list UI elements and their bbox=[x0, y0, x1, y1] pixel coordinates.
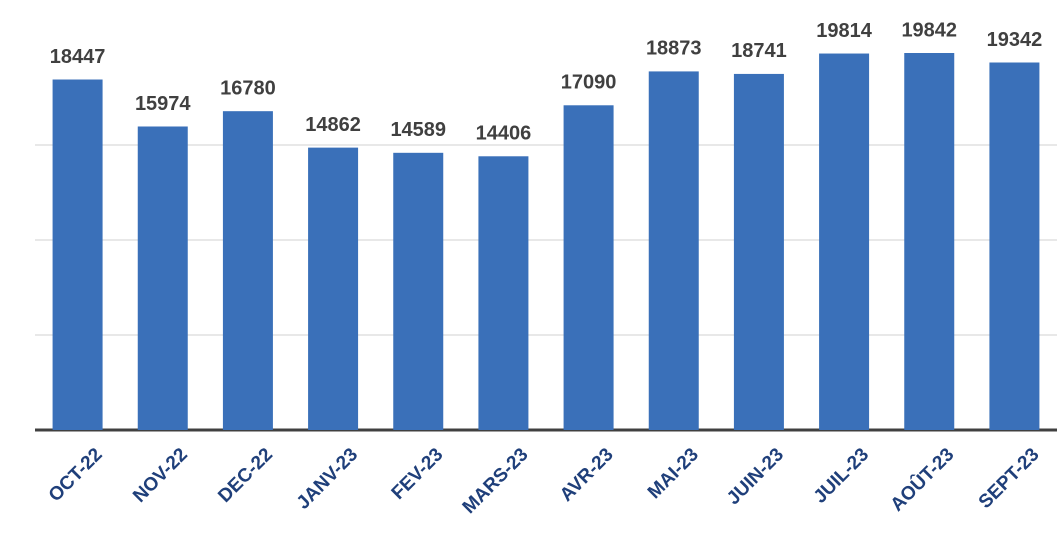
bar bbox=[648, 71, 699, 431]
bar bbox=[222, 111, 273, 431]
x-tick-label: DEC-22 bbox=[214, 444, 277, 507]
x-tick-label: SEPT-23 bbox=[975, 444, 1044, 513]
bar bbox=[819, 53, 870, 431]
data-label: 18447 bbox=[50, 46, 106, 68]
x-tick-label: OCT-22 bbox=[45, 444, 107, 506]
bar bbox=[52, 79, 103, 430]
x-tick-label: MAI-23 bbox=[644, 444, 703, 503]
x-tick-label: JUIN-23 bbox=[723, 444, 788, 509]
data-label: 18873 bbox=[646, 38, 702, 60]
x-tick-label: FEV-23 bbox=[388, 444, 448, 504]
bar bbox=[904, 53, 955, 430]
data-label: 15974 bbox=[135, 93, 191, 115]
bar bbox=[137, 126, 188, 430]
bar bbox=[563, 105, 614, 430]
data-label: 18741 bbox=[731, 40, 787, 62]
data-label: 17090 bbox=[561, 72, 617, 94]
data-label: 14589 bbox=[390, 119, 446, 141]
bar bbox=[393, 152, 444, 430]
x-tick-label: JANV-23 bbox=[293, 444, 362, 513]
x-tick-label: AVR-23 bbox=[556, 444, 618, 506]
data-label: 14406 bbox=[476, 123, 532, 145]
data-label: 19842 bbox=[901, 19, 957, 41]
x-tick-label: NOV-22 bbox=[129, 444, 192, 507]
bar bbox=[308, 147, 359, 430]
x-tick-label: MARS-23 bbox=[459, 444, 533, 518]
data-label: 16780 bbox=[220, 77, 276, 99]
bar bbox=[733, 73, 784, 431]
bar bbox=[989, 62, 1040, 430]
data-label: 14862 bbox=[305, 114, 361, 136]
x-tick-label: JUIL-23 bbox=[810, 444, 873, 507]
x-tick-label: AOÛT-23 bbox=[886, 444, 958, 516]
data-label: 19814 bbox=[816, 20, 872, 42]
data-label: 19342 bbox=[987, 29, 1043, 51]
bar bbox=[478, 156, 529, 430]
